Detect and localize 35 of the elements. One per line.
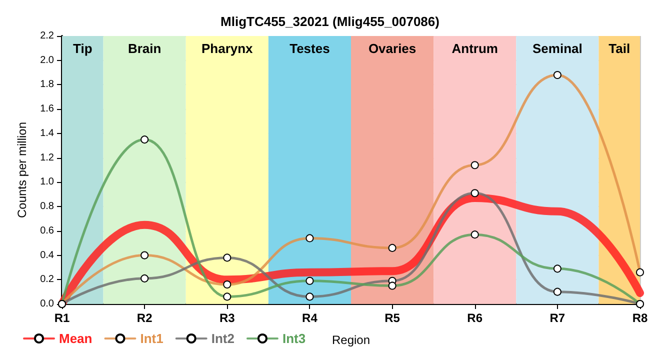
y-tick-label: 1.8 <box>40 79 54 90</box>
band-label: Tip <box>73 41 92 56</box>
y-tick-label: 0.4 <box>40 250 54 261</box>
y-tick-label: 1.0 <box>40 176 54 188</box>
x-tick-label: R4 <box>302 311 318 325</box>
x-tick-label: R6 <box>467 311 483 325</box>
x-tick-label: R2 <box>136 311 153 325</box>
x-tick-label: R3 <box>219 311 236 325</box>
x-tick-label: R8 <box>632 311 648 325</box>
y-tick-label: 1.6 <box>40 104 54 115</box>
band-label: Antrum <box>452 41 498 56</box>
y-tick-label: 1.2 <box>40 152 54 164</box>
x-axis-title: Region <box>332 333 370 347</box>
x-tick-label: R7 <box>550 311 566 325</box>
y-tick-label: 2.2 <box>40 30 54 42</box>
band-label: Testes <box>290 41 330 56</box>
band-label: Pharynx <box>201 41 254 56</box>
x-tick-label: R5 <box>384 311 400 325</box>
y-tick-label: 0.6 <box>40 225 54 236</box>
legend-label: Int3 <box>282 331 306 346</box>
y-tick-label: 2.0 <box>40 54 54 66</box>
legend-label: Int2 <box>211 331 234 346</box>
band-label: Tail <box>608 41 630 56</box>
legend-label: Mean <box>59 331 92 346</box>
legend-label: Int1 <box>140 331 164 346</box>
band-label: Brain <box>128 41 162 56</box>
x-tick-label: R1 <box>54 311 70 325</box>
band-label: Seminal <box>532 41 582 56</box>
y-tick-label: 0.8 <box>40 201 54 212</box>
y-tick-label: 1.4 <box>40 128 54 139</box>
y-axis-title: Counts per million <box>15 122 29 218</box>
chart-title: MligTC455_32021 (Mlig455_007086) <box>220 14 440 29</box>
y-tick-label: 0.0 <box>40 298 54 310</box>
band-label: Ovaries <box>368 41 416 56</box>
y-tick-label: 0.2 <box>40 274 54 286</box>
